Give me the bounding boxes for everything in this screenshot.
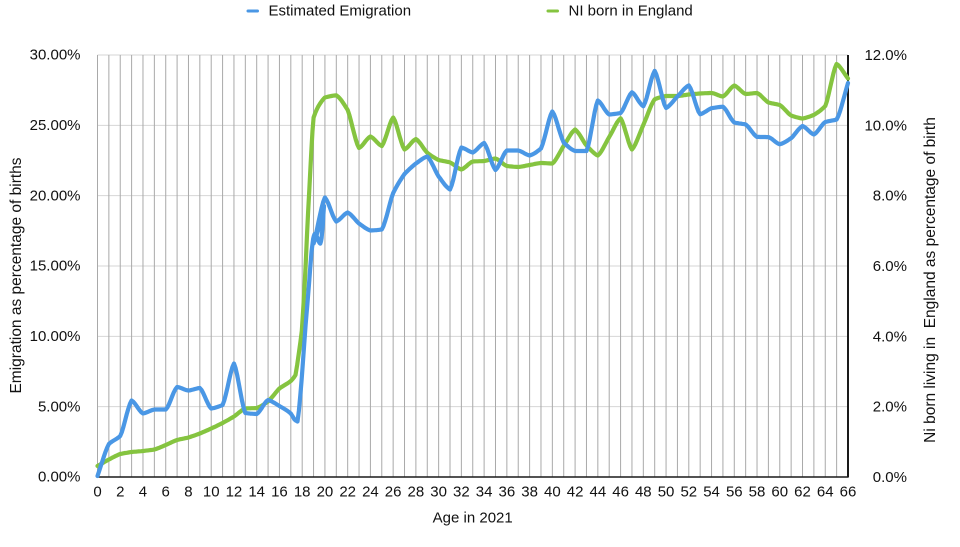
svg-text:22: 22 — [339, 484, 356, 501]
svg-text:44: 44 — [589, 484, 606, 501]
svg-text:62: 62 — [794, 484, 811, 501]
svg-text:Age in 2021: Age in 2021 — [433, 510, 513, 527]
svg-text:12: 12 — [226, 484, 243, 501]
svg-text:6.0%: 6.0% — [873, 258, 907, 275]
svg-text:60: 60 — [771, 484, 788, 501]
svg-text:66: 66 — [840, 484, 857, 501]
svg-text:46: 46 — [612, 484, 629, 501]
svg-text:32: 32 — [453, 484, 470, 501]
svg-text:52: 52 — [680, 484, 697, 501]
svg-text:48: 48 — [635, 484, 652, 501]
svg-text:20: 20 — [317, 484, 334, 501]
svg-text:15.00%: 15.00% — [30, 258, 81, 275]
svg-text:64: 64 — [817, 484, 834, 501]
svg-text:Ni born living in England as: Ni born living in England as percentage … — [922, 117, 939, 443]
svg-text:2: 2 — [116, 484, 124, 501]
svg-text:30: 30 — [430, 484, 447, 501]
svg-text:24: 24 — [362, 484, 379, 501]
svg-text:34: 34 — [476, 484, 493, 501]
svg-text:4.0%: 4.0% — [873, 328, 907, 345]
svg-text:36: 36 — [499, 484, 516, 501]
svg-text:56: 56 — [726, 484, 743, 501]
svg-text:0: 0 — [93, 484, 101, 501]
svg-text:8: 8 — [184, 484, 192, 501]
svg-text:42: 42 — [567, 484, 584, 501]
svg-text:Emigration as percentage of bi: Emigration as percentage of births — [8, 157, 25, 393]
svg-text:20.00%: 20.00% — [30, 187, 81, 204]
svg-text:14: 14 — [248, 484, 265, 501]
svg-text:54: 54 — [703, 484, 720, 501]
svg-text:2.0%: 2.0% — [873, 399, 907, 416]
svg-text:25.00%: 25.00% — [30, 117, 81, 134]
svg-text:0.00%: 0.00% — [38, 469, 81, 486]
svg-text:6: 6 — [162, 484, 170, 501]
svg-text:8.0%: 8.0% — [873, 188, 907, 205]
svg-text:26: 26 — [385, 484, 402, 501]
svg-text:38: 38 — [521, 484, 538, 501]
svg-text:28: 28 — [408, 484, 425, 501]
svg-text:NI born in England: NI born in England — [569, 3, 693, 20]
svg-text:0.0%: 0.0% — [873, 469, 907, 486]
svg-text:12.0%: 12.0% — [864, 47, 907, 64]
svg-text:5.00%: 5.00% — [38, 398, 81, 415]
svg-text:Estimated Emigration: Estimated Emigration — [269, 3, 412, 20]
svg-text:30.00%: 30.00% — [30, 47, 81, 64]
svg-text:16: 16 — [271, 484, 288, 501]
svg-text:58: 58 — [749, 484, 766, 501]
svg-text:10: 10 — [203, 484, 220, 501]
svg-text:40: 40 — [544, 484, 561, 501]
svg-text:10.0%: 10.0% — [864, 117, 907, 134]
svg-text:10.00%: 10.00% — [30, 328, 81, 345]
svg-text:4: 4 — [139, 484, 147, 501]
svg-text:50: 50 — [658, 484, 675, 501]
svg-text:18: 18 — [294, 484, 311, 501]
